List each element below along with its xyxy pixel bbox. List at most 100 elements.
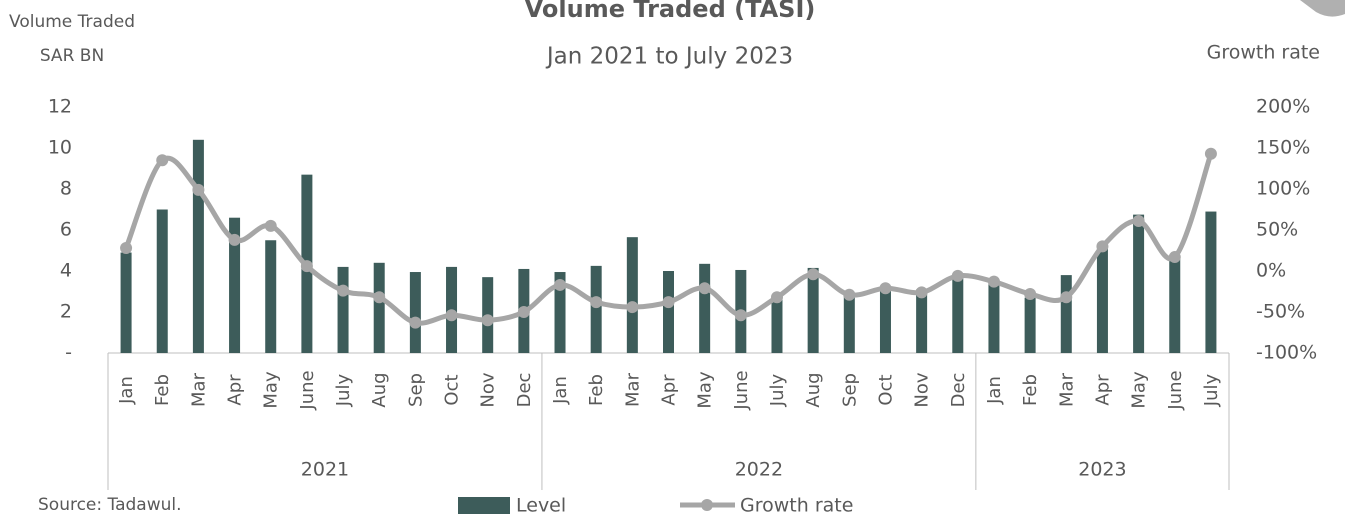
x-tick-label: July xyxy=(1201,373,1222,407)
bar xyxy=(916,289,928,353)
line-marker xyxy=(987,275,1000,288)
x-tick-label: Nov xyxy=(478,372,499,407)
y-tick-label: 6 xyxy=(60,219,72,241)
bar xyxy=(663,271,674,353)
bar xyxy=(1060,275,1072,353)
x-tick-label: Dec xyxy=(948,373,969,408)
x-tick-label: Apr xyxy=(659,374,680,406)
y2-tick-label: 200% xyxy=(1256,96,1310,118)
bar xyxy=(699,263,711,353)
bar xyxy=(1096,246,1108,353)
bar xyxy=(626,237,638,353)
line-marker xyxy=(481,314,494,327)
bar xyxy=(771,297,783,353)
bar xyxy=(554,272,566,353)
y2-tick-label: 50% xyxy=(1256,219,1298,241)
x-group-label: 2021 xyxy=(301,459,349,481)
x-tick-label: May xyxy=(261,371,282,409)
line-marker xyxy=(337,284,350,297)
y2-tick-label: 150% xyxy=(1256,137,1310,159)
x-tick-label: Feb xyxy=(586,374,607,406)
x-tick-label: May xyxy=(695,371,716,409)
chart-subtitle: Jan 2021 to July 2023 xyxy=(545,44,793,70)
line-marker xyxy=(951,269,964,282)
line-marker xyxy=(445,309,458,322)
legend-swatch xyxy=(701,499,713,511)
x-tick-label: July xyxy=(767,373,788,407)
line-marker xyxy=(734,309,747,322)
line-marker xyxy=(300,260,313,273)
line-marker xyxy=(915,286,928,299)
x-tick-label: July xyxy=(333,373,354,407)
x-tick-label: Nov xyxy=(912,372,933,407)
line-marker xyxy=(156,154,169,167)
bar xyxy=(409,272,421,353)
chart-title: Volume Traded (TASI) xyxy=(525,0,816,23)
bar xyxy=(156,209,168,353)
line-marker xyxy=(590,296,603,309)
x-tick-label: May xyxy=(1129,371,1150,409)
bar xyxy=(988,281,1000,353)
line-marker xyxy=(1168,251,1181,264)
line-marker xyxy=(1096,240,1109,253)
line-marker xyxy=(770,291,783,304)
line-marker xyxy=(409,316,422,329)
y-axis-label: Volume Traded xyxy=(9,12,135,32)
bar xyxy=(373,262,385,353)
x-tick-label: Feb xyxy=(152,374,173,406)
line-marker xyxy=(879,282,892,295)
source-note: Source: Tadawul. xyxy=(38,495,182,515)
x-tick-label: Feb xyxy=(1020,374,1041,406)
x-group-label: 2023 xyxy=(1078,459,1126,481)
y2-tick-label: -100% xyxy=(1256,342,1317,364)
line-marker xyxy=(264,219,277,232)
y2-tick-label: -50% xyxy=(1256,301,1305,323)
y-tick-label: 12 xyxy=(48,96,72,118)
legend-label: Growth rate xyxy=(740,495,853,516)
line-marker xyxy=(554,278,567,291)
x-tick-label: Aug xyxy=(369,372,390,407)
x-tick-label: Jan xyxy=(116,376,137,405)
line-marker xyxy=(517,306,530,318)
x-tick-label: Oct xyxy=(442,374,463,405)
bar xyxy=(879,287,891,353)
line-marker xyxy=(1204,147,1217,160)
y-axis-label: SAR BN xyxy=(40,46,104,66)
corner-icon xyxy=(1300,0,1345,17)
x-tick-label: Mar xyxy=(1056,372,1077,407)
x-tick-label: June xyxy=(1165,370,1186,410)
y2-tick-label: 0% xyxy=(1256,260,1286,282)
y2-axis-label: Growth rate xyxy=(1207,42,1320,64)
y2-tick-label: 100% xyxy=(1256,178,1310,200)
x-tick-label: Mar xyxy=(188,372,209,407)
line-marker xyxy=(807,268,820,281)
line-marker xyxy=(192,183,205,196)
bar xyxy=(590,265,602,353)
bar xyxy=(807,267,819,353)
x-tick-label: Dec xyxy=(514,373,535,408)
x-tick-label: June xyxy=(297,370,318,410)
bar xyxy=(1169,258,1181,353)
line-marker xyxy=(120,242,133,255)
bar xyxy=(229,217,241,353)
x-tick-label: Sep xyxy=(839,373,860,407)
x-tick-label: Apr xyxy=(1092,374,1113,406)
bar xyxy=(192,139,204,353)
line-marker xyxy=(373,291,386,304)
bar xyxy=(337,266,349,353)
line-marker xyxy=(1024,287,1037,300)
bar xyxy=(265,240,277,353)
y-tick-label: 8 xyxy=(60,178,72,200)
x-tick-label: Jan xyxy=(550,376,571,405)
bar xyxy=(952,277,964,353)
bar xyxy=(1133,214,1145,353)
x-tick-label: June xyxy=(731,370,752,410)
x-tick-label: Oct xyxy=(875,374,896,405)
line-marker xyxy=(662,296,675,309)
x-group-label: 2022 xyxy=(735,459,783,481)
x-tick-label: Sep xyxy=(405,373,426,407)
y-tick-label: 10 xyxy=(48,137,72,159)
x-tick-label: Aug xyxy=(803,372,824,407)
y-tick-label: 2 xyxy=(60,301,72,323)
